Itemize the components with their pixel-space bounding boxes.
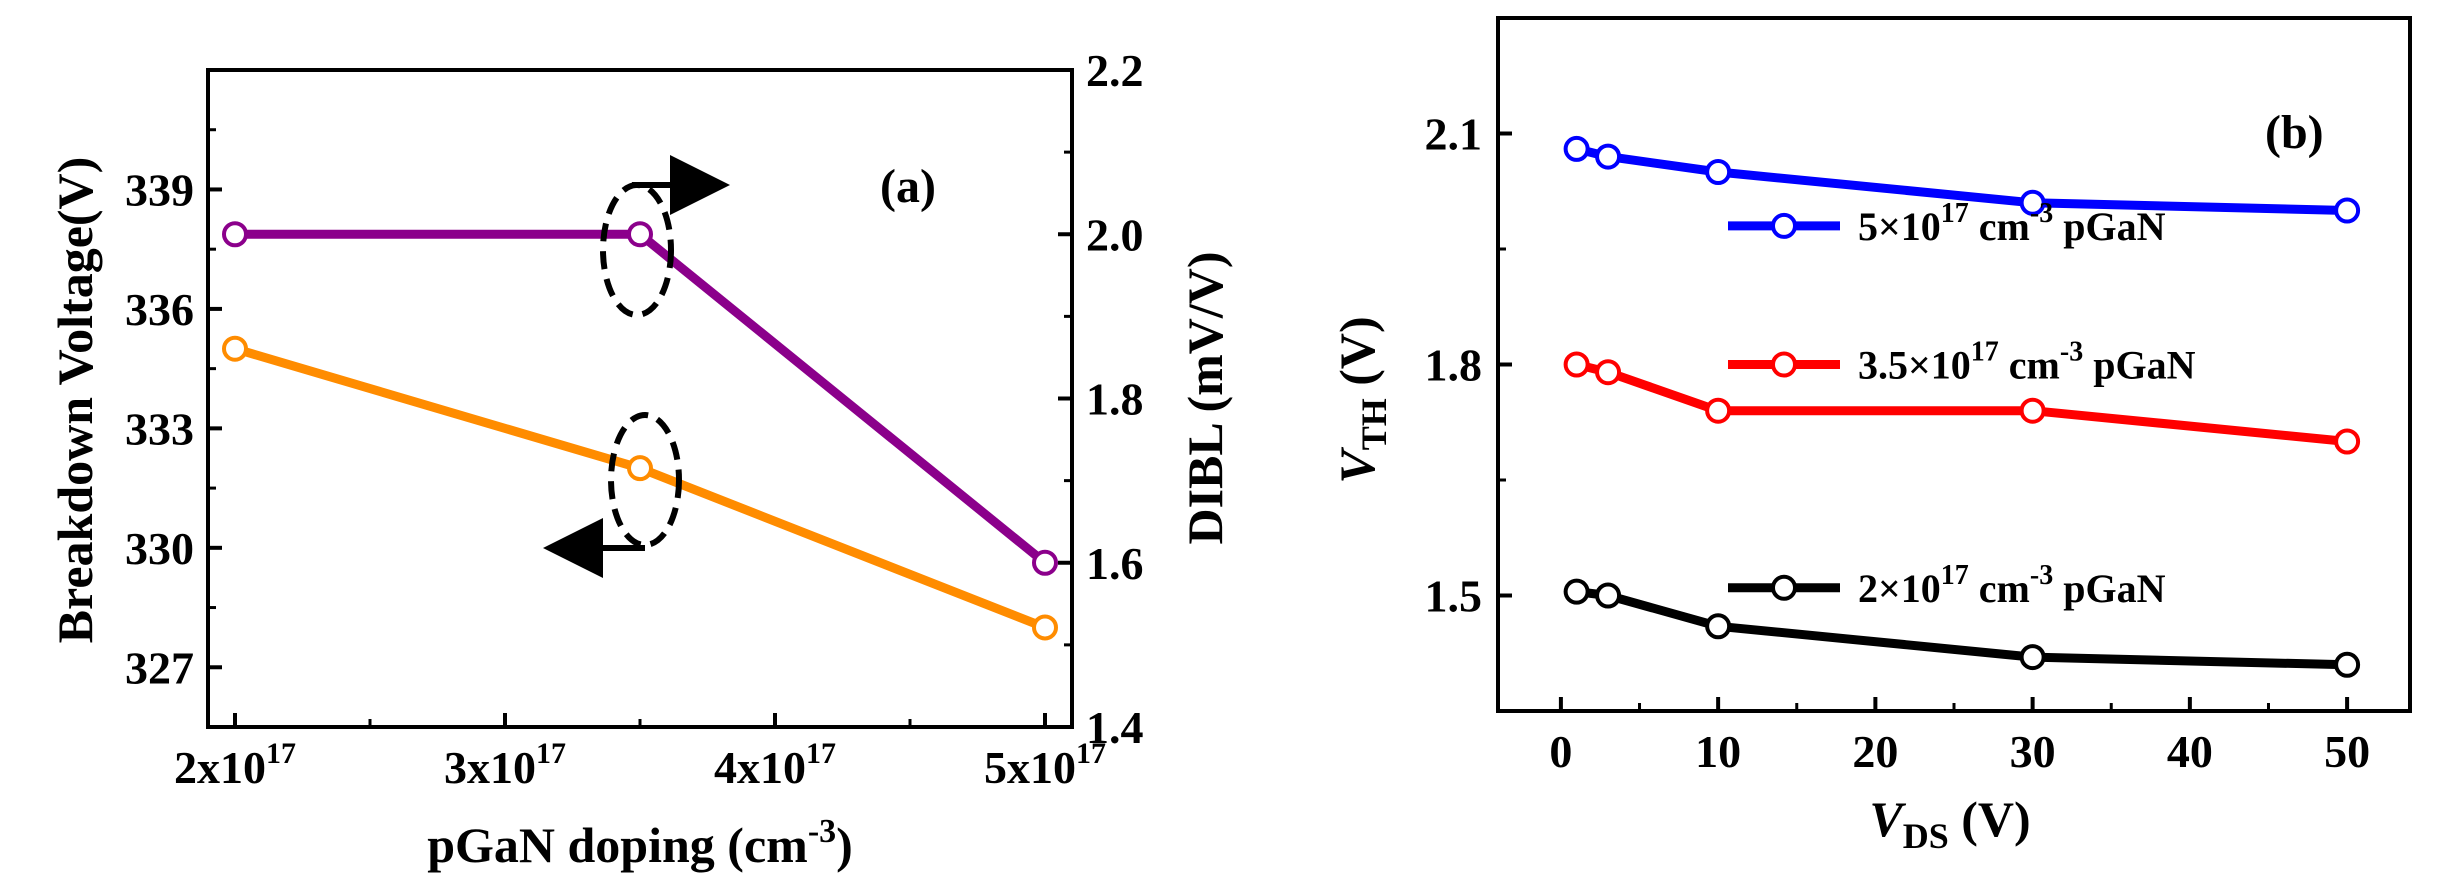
panel-b-tick-labels: 0 10 20 30 40 50 1.5 1.8 2.1: [1425, 109, 2371, 778]
panel-a-ylabel: Breakdown Voltage(V): [47, 157, 103, 644]
a-series-line-1: [235, 229, 1048, 567]
a-series-point-0: [627, 455, 653, 482]
a-series-point-1: [627, 221, 653, 248]
b-series-point-2: [1563, 578, 1590, 605]
b-ytick-label: 1.8: [1425, 340, 1483, 391]
panel-a-y2label: DIBL (mV/V): [1177, 251, 1233, 544]
panel-b-series: [1563, 135, 2361, 678]
a-xtick-label: 2x1017: [174, 737, 296, 793]
b-series-point-0: [2334, 197, 2361, 224]
panel-a-xlabel: pGaN doping (cm-3): [427, 813, 853, 873]
panel-b-ylabel: VTH (V): [1329, 316, 1394, 483]
a-y2tick-label: 1.8: [1086, 374, 1144, 425]
a-ytick-label: 327: [125, 642, 194, 693]
panel-a-ticks: [208, 68, 1072, 729]
b-series-point-0: [1563, 135, 1590, 162]
a-series-point-1: [222, 221, 248, 248]
b-legend-label-1: 3.5×1017 cm-3 pGaN: [1858, 337, 2196, 388]
a-series-point-0: [1032, 614, 1058, 641]
b-xtick-label: 50: [2324, 726, 2370, 777]
b-series-point-1: [1595, 359, 1622, 386]
panel-a-label: (a): [880, 160, 936, 213]
b-series-point-2: [1595, 582, 1622, 609]
a-y2tick-label: 2.2: [1086, 45, 1144, 96]
a-xtick-label: 5x1017: [984, 737, 1106, 793]
b-series-point-0: [1705, 159, 1732, 185]
b-series-point-2: [2019, 644, 2046, 671]
b-xtick-label: 30: [2010, 726, 2056, 777]
a-ytick-label: 330: [125, 523, 194, 574]
panel-a-frame: [206, 68, 1074, 729]
a-xtick-label: 3x1017: [444, 737, 566, 793]
b-series-point-1: [1705, 397, 1732, 424]
b-series-point-1: [1563, 351, 1590, 378]
b-legend-label-0: 5×1017 cm-3 pGaN: [1858, 198, 2166, 249]
panel-a-chart: 2x1017 3x1017 4x1017 5x1017 327 330 333 336 339 1…: [47, 45, 1233, 873]
panel-a-tick-labels: 2x1017 3x1017 4x1017 5x1017 327 330 333 336 339 1…: [125, 45, 1144, 793]
panel-b-legend: 5×1017 cm-3 pGaN 3.5×1017 cm-3 pGaN 2×1017…: [1728, 198, 2196, 611]
b-ytick-label: 1.5: [1425, 571, 1483, 622]
a-ytick-label: 333: [125, 403, 194, 454]
b-series-point-1: [2334, 428, 2361, 455]
b-xtick-label: 40: [2167, 726, 2213, 777]
b-series-point-0: [2019, 189, 2046, 216]
b-legend-swatch-point-0: [1771, 212, 1797, 239]
b-xtick-label: 0: [1549, 726, 1572, 777]
b-ytick-label: 2.1: [1425, 109, 1483, 160]
a-ytick-label: 339: [125, 164, 194, 215]
b-xtick-label: 10: [1695, 726, 1741, 777]
b-series-point-2: [1705, 613, 1732, 640]
panel-b-ticks: [1498, 16, 2350, 711]
a-series-line-0: [233, 344, 1047, 632]
b-xtick-label: 20: [1852, 726, 1898, 777]
b-series-point-2: [2334, 651, 2361, 678]
a-y2tick-label: 1.4: [1086, 702, 1144, 753]
b-legend-swatch-point-2: [1771, 574, 1797, 601]
a-ytick-label: 336: [125, 284, 194, 335]
b-legend-swatch-point-1: [1771, 351, 1797, 378]
a-series-point-0: [222, 335, 248, 362]
a-y2tick-label: 2.0: [1086, 209, 1144, 260]
panel-a-series: [222, 221, 1058, 641]
panel-b-xlabel: VDS (V): [1869, 791, 2030, 856]
b-series-point-1: [2019, 397, 2046, 424]
a-y2tick-label: 1.6: [1086, 538, 1144, 589]
a-xtick-label: 4x1017: [714, 737, 836, 793]
b-series-line-2: [1576, 587, 2348, 670]
b-legend-label-2: 2×1017 cm-3 pGaN: [1858, 560, 2166, 611]
bv-axis-ellipse: [608, 412, 682, 548]
a-series-point-1: [1032, 549, 1058, 576]
panel-b-label: (b): [2265, 106, 2324, 159]
panel-b-chart: 0 10 20 30 40 50 1.5 1.8 2.1 5×1017 cm-3 pGaN 3.5…: [1329, 16, 2412, 856]
b-series-point-0: [1595, 143, 1622, 170]
